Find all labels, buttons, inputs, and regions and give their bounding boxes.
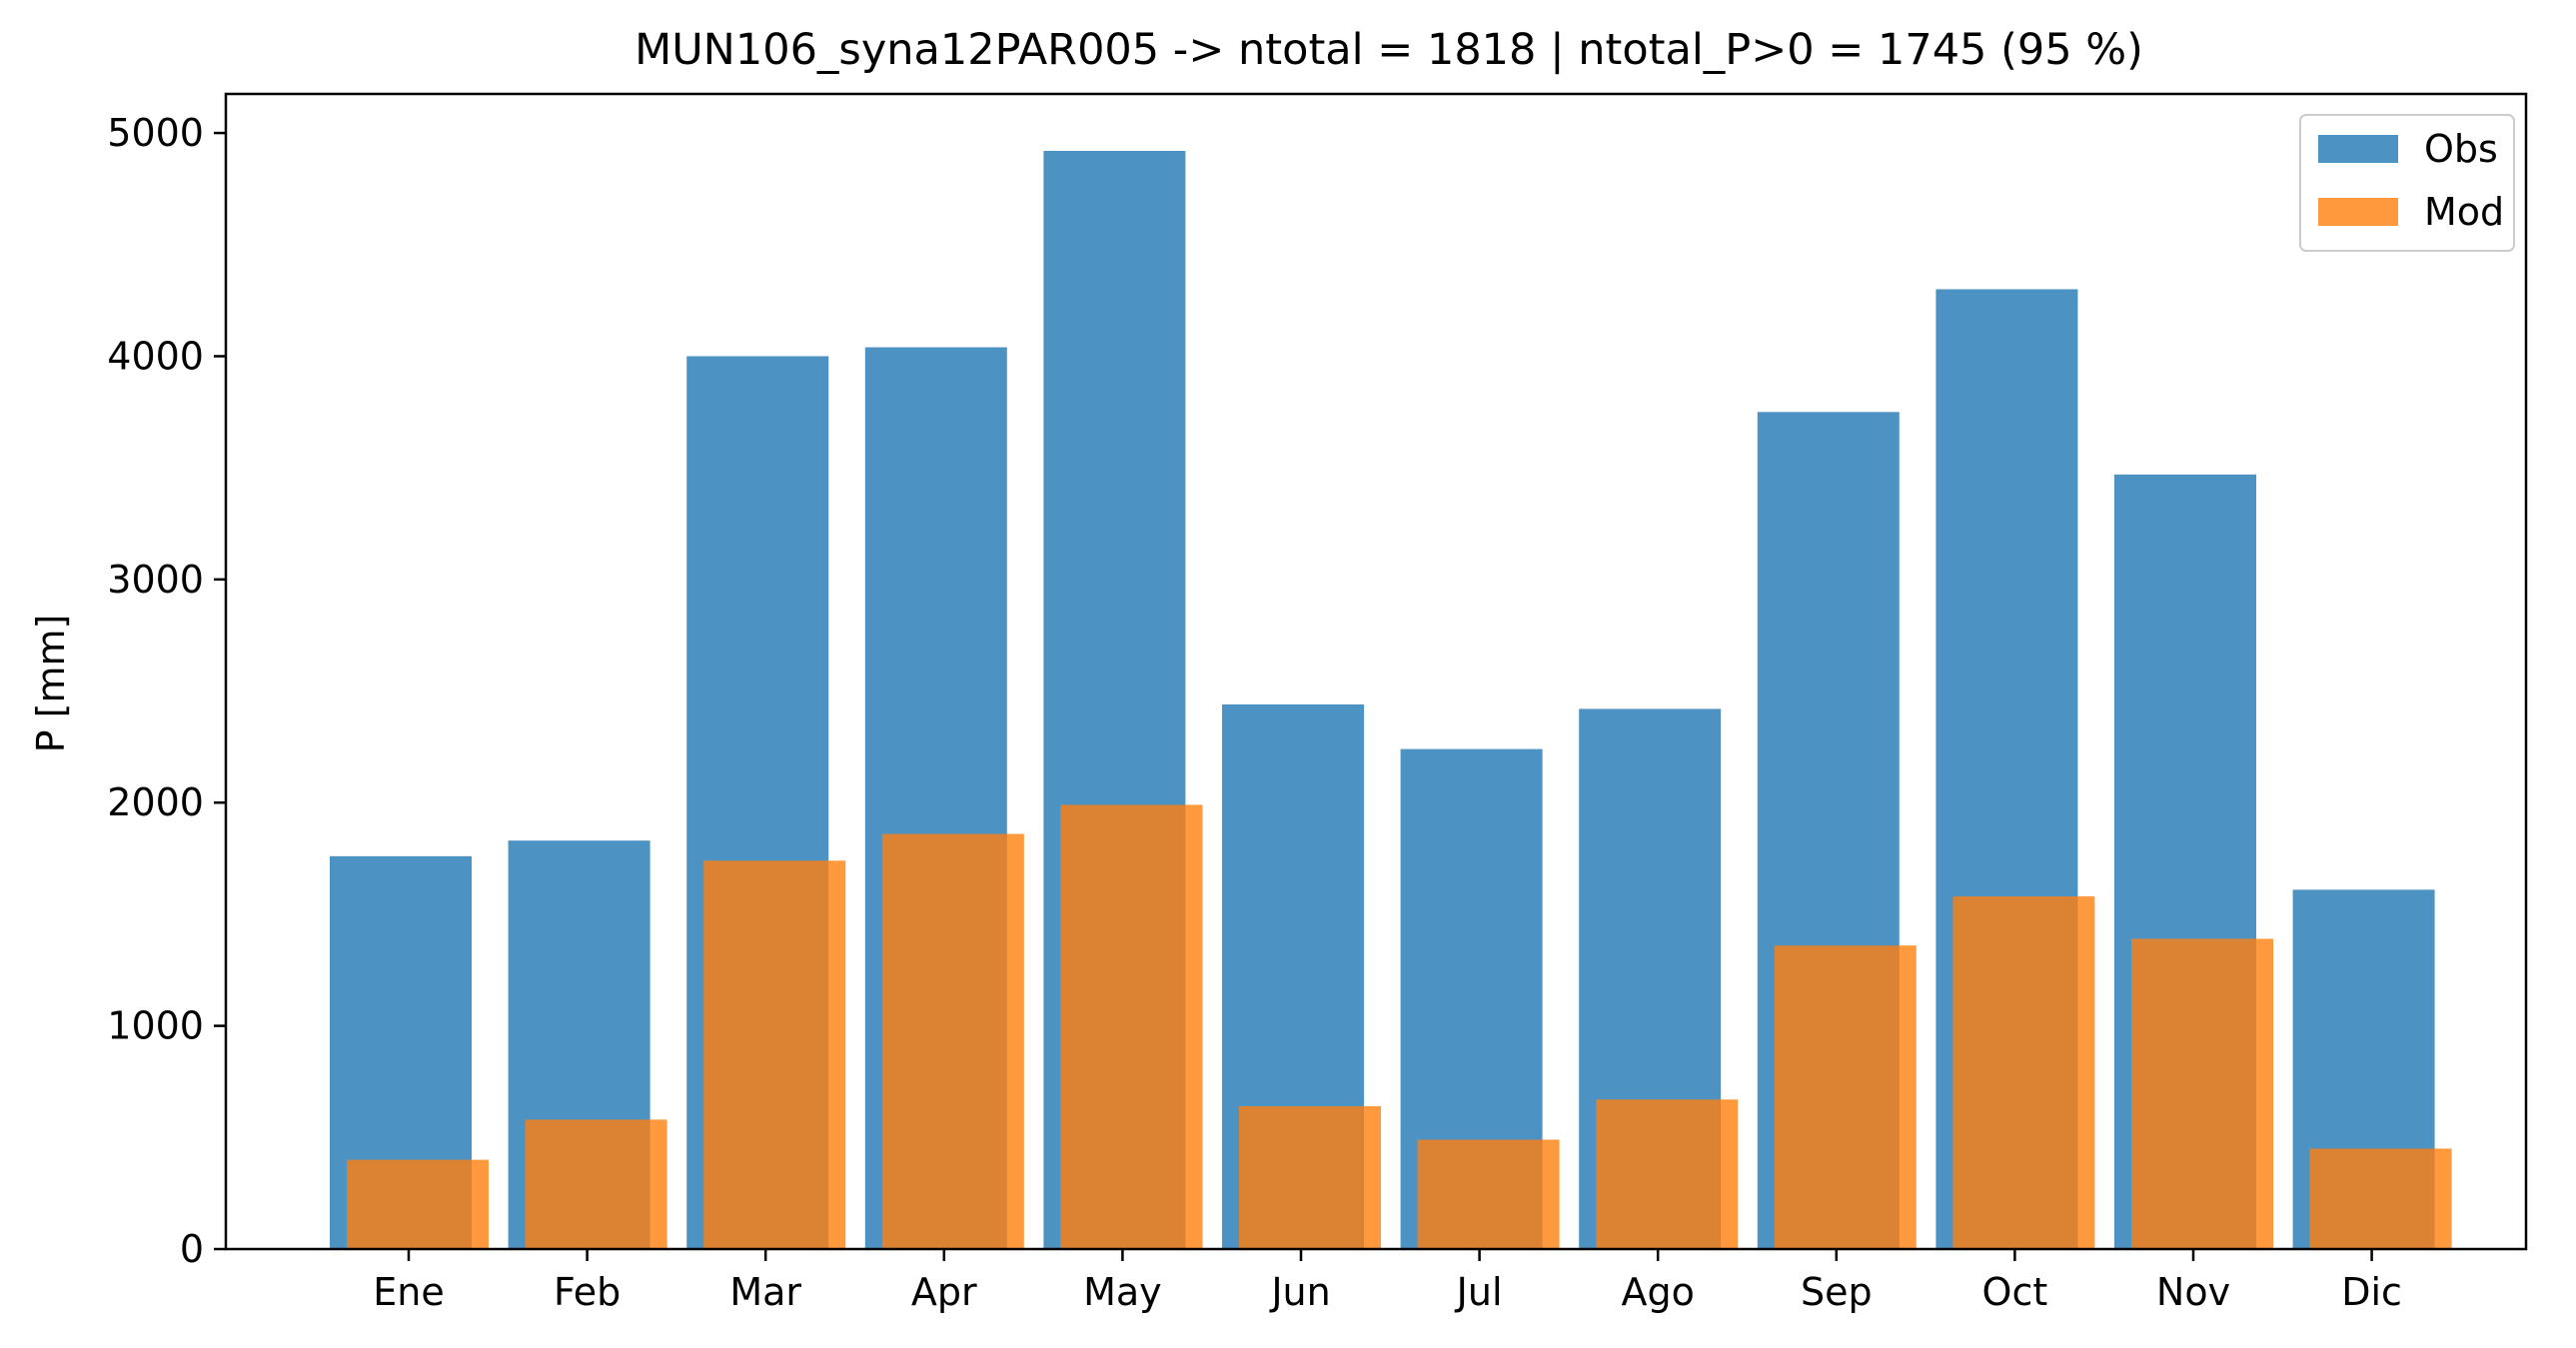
bar-mod-jun bbox=[1239, 1106, 1381, 1249]
y-tick-label: 5000 bbox=[107, 111, 204, 155]
bar-mod-mar bbox=[703, 860, 846, 1249]
bar-mod-oct bbox=[1952, 896, 2095, 1249]
x-tick-label: Apr bbox=[911, 1270, 977, 1314]
legend-swatch-mod bbox=[2318, 198, 2398, 226]
x-tick-label: Oct bbox=[1982, 1270, 2048, 1314]
bar-mod-may bbox=[1060, 804, 1203, 1249]
bar-mod-ene bbox=[347, 1159, 489, 1249]
bar-mod-apr bbox=[881, 833, 1024, 1249]
plot-frame bbox=[224, 92, 2528, 1251]
bar-mod-feb bbox=[525, 1119, 667, 1249]
bar-mod-jul bbox=[1417, 1139, 1560, 1249]
x-tick-label: Ago bbox=[1622, 1270, 1695, 1314]
legend-label-obs: Obs bbox=[2424, 127, 2498, 171]
x-tick-label: Jun bbox=[1269, 1270, 1330, 1314]
x-tick-label: Ene bbox=[373, 1270, 444, 1314]
x-tick-label: May bbox=[1083, 1270, 1162, 1314]
x-tick-label: Sep bbox=[1801, 1270, 1873, 1314]
bar-mod-dic bbox=[2309, 1148, 2452, 1249]
legend: Obs Mod bbox=[2299, 114, 2515, 252]
bar-mod-ago bbox=[1596, 1099, 1739, 1249]
legend-swatch-obs bbox=[2318, 135, 2398, 163]
bar-mod-nov bbox=[2131, 938, 2273, 1249]
y-tick-label: 0 bbox=[180, 1227, 204, 1271]
x-tick-label: Nov bbox=[2156, 1270, 2230, 1314]
x-tick-label: Mar bbox=[729, 1270, 801, 1314]
bars-layer bbox=[330, 150, 2452, 1250]
y-tick-label: 4000 bbox=[107, 334, 204, 378]
x-tick-label: Feb bbox=[554, 1270, 621, 1314]
y-axis-label: P [mm] bbox=[29, 615, 73, 753]
legend-label-mod: Mod bbox=[2424, 190, 2504, 234]
y-tick-label: 2000 bbox=[107, 780, 204, 824]
chart-title: MUN106_syna12PAR005 -> ntotal = 1818 | n… bbox=[635, 25, 2143, 75]
y-tick-label: 3000 bbox=[107, 558, 204, 602]
y-tick-label: 1000 bbox=[107, 1004, 204, 1048]
x-tick-label: Jul bbox=[1455, 1270, 1503, 1314]
bar-mod-sep bbox=[1774, 945, 1917, 1249]
axes-layer: 0 1000 2000 3000 4000 5000 Ene Feb Mar Apr May Jun J… bbox=[107, 92, 2528, 1314]
x-tick-label: Dic bbox=[2341, 1270, 2402, 1314]
